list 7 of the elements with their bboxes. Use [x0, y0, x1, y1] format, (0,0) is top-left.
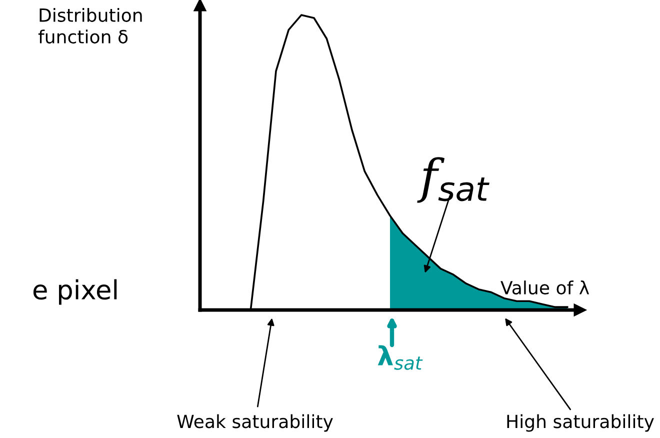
x-axis-title: Value of λ [500, 280, 590, 294]
text: e pixel [33, 279, 117, 305]
annotation: f$_{sat}$ [417, 157, 490, 203]
text: High saturability [507, 414, 654, 432]
text: Weak saturability [177, 414, 333, 432]
text: λ$_{sat}$ [378, 345, 423, 370]
y-axis-title: Distribution function δ [38, 8, 142, 44]
